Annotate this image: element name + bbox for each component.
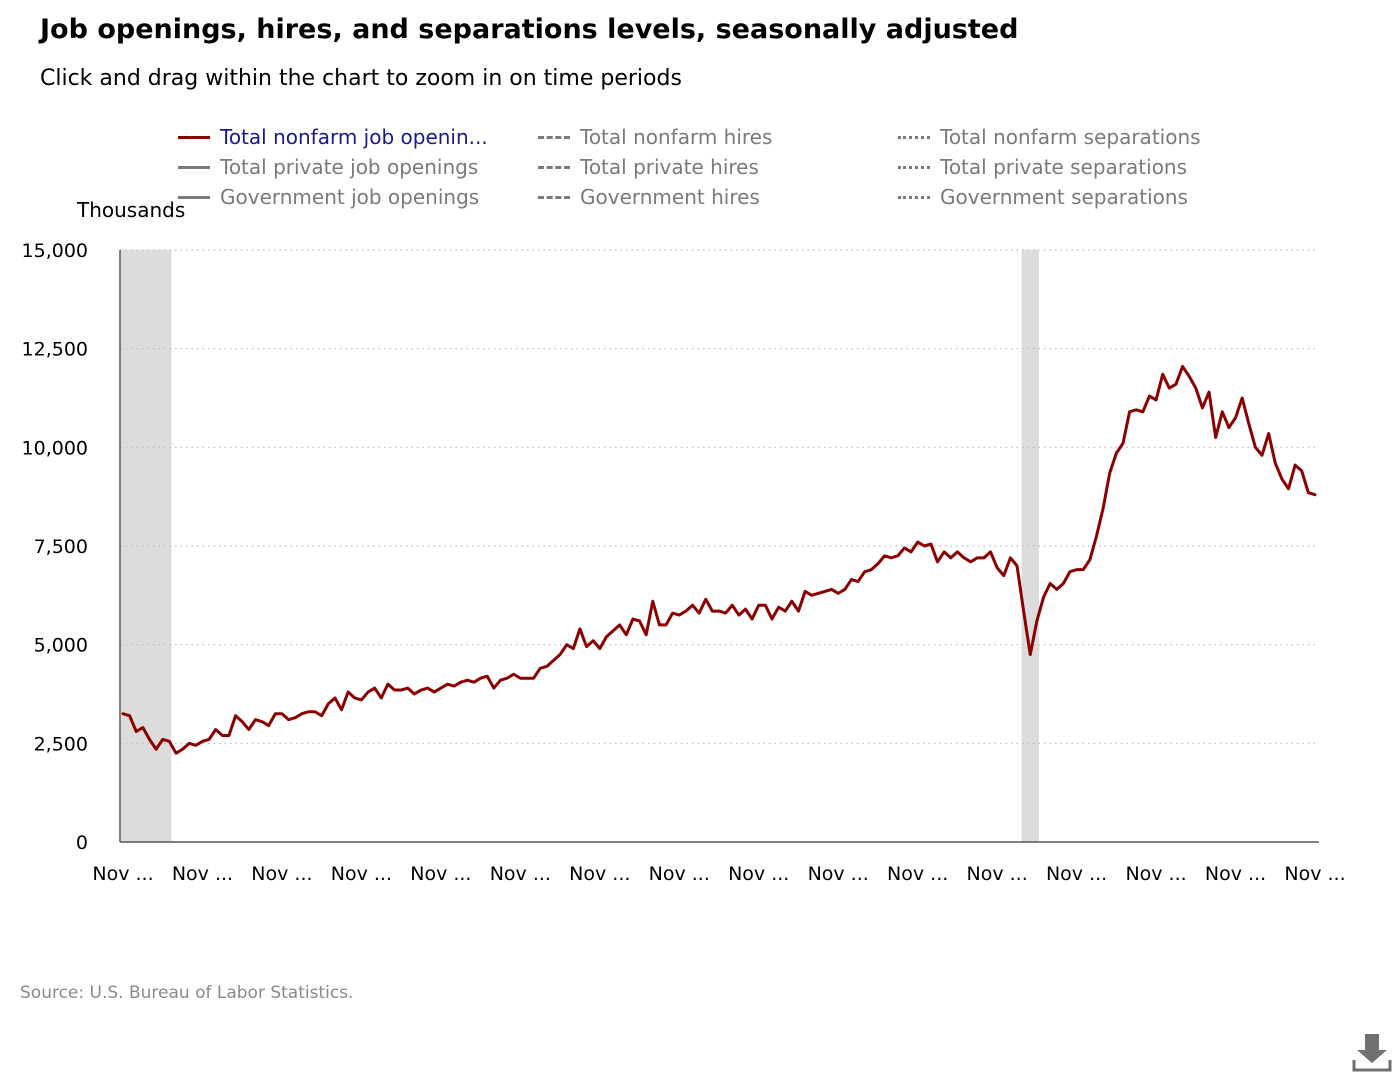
x-tick-label: Nov ... (1284, 863, 1345, 885)
legend-item-government-job-openings[interactable]: Government job openings (178, 182, 538, 212)
y-tick-label: 12,500 (22, 339, 88, 361)
legend-item-total-nonfarm-job-openings[interactable]: Total nonfarm job openin... (178, 122, 538, 152)
download-button[interactable] (1352, 1030, 1392, 1074)
x-tick-label: Nov ... (410, 863, 471, 885)
legend-label: Total private separations (940, 155, 1188, 179)
legend-label: Government job openings (220, 185, 480, 209)
legend-label: Total nonfarm job openin... (220, 125, 488, 149)
legend-item-total-private-hires[interactable]: Total private hires (538, 152, 898, 182)
y-tick-label: 2,500 (34, 733, 88, 755)
legend-item-government-hires[interactable]: Government hires (538, 182, 898, 212)
legend-item-government-separations[interactable]: Government separations (898, 182, 1238, 212)
x-tick-label: Nov ... (967, 863, 1028, 885)
legend-swatch (898, 195, 930, 199)
x-tick-label: Nov ... (92, 863, 153, 885)
download-icon (1352, 1034, 1392, 1072)
x-tick-label: Nov ... (808, 863, 869, 885)
legend-label: Total nonfarm hires (580, 125, 773, 149)
x-tick-label: Nov ... (728, 863, 789, 885)
legend-swatch (178, 135, 210, 139)
chart-title: Job openings, hires, and separations lev… (40, 14, 1019, 45)
x-tick-label: Nov ... (1046, 863, 1107, 885)
legend-swatch (538, 165, 570, 169)
legend-item-total-nonfarm-separations[interactable]: Total nonfarm separations (898, 122, 1238, 152)
legend-swatch (538, 135, 570, 139)
legend-label: Total private job openings (220, 155, 479, 179)
legend-item-total-nonfarm-hires[interactable]: Total nonfarm hires (538, 122, 898, 152)
source-note: Source: U.S. Bureau of Labor Statistics. (20, 983, 354, 1003)
x-tick-label: Nov ... (251, 863, 312, 885)
y-tick-label: 7,500 (34, 536, 88, 558)
recession-band (121, 250, 172, 842)
legend-item-total-private-job-openings[interactable]: Total private job openings (178, 152, 538, 182)
chart-plot-area[interactable]: 0 2,500 5,000 7,500 10,000 12,500 15,000 Nov ..… (0, 230, 1400, 890)
x-tick-label: Nov ... (887, 863, 948, 885)
chart-subtitle: Click and drag within the chart to zoom … (40, 66, 682, 91)
legend-label: Total private hires (580, 155, 759, 179)
y-tick-label: 0 (76, 832, 88, 854)
series-line-total-nonfarm-job-openings (121, 364, 1317, 755)
legend-label: Total nonfarm separations (940, 125, 1201, 149)
x-tick-label: Nov ... (490, 863, 551, 885)
x-tick-label: Nov ... (172, 863, 233, 885)
x-tick-label: Nov ... (649, 863, 710, 885)
legend-swatch (178, 165, 210, 169)
legend-swatch (178, 195, 210, 199)
x-tick-label: Nov ... (1205, 863, 1266, 885)
x-tick-label: Nov ... (569, 863, 630, 885)
x-tick-label: Nov ... (1125, 863, 1186, 885)
legend-label: Government separations (940, 185, 1188, 209)
y-tick-label: 10,000 (22, 437, 88, 459)
recession-band (1021, 250, 1039, 842)
legend-swatch (538, 195, 570, 199)
legend: Total nonfarm job openin... Total nonfar… (178, 122, 1238, 212)
legend-swatch (898, 135, 930, 139)
legend-item-total-private-separations[interactable]: Total private separations (898, 152, 1238, 182)
y-tick-label: 5,000 (34, 635, 88, 657)
y-axis-unit-label: Thousands (77, 198, 186, 222)
legend-swatch (898, 165, 930, 169)
x-tick-label: Nov ... (331, 863, 392, 885)
y-tick-label: 15,000 (22, 240, 88, 262)
legend-label: Government hires (580, 185, 760, 209)
